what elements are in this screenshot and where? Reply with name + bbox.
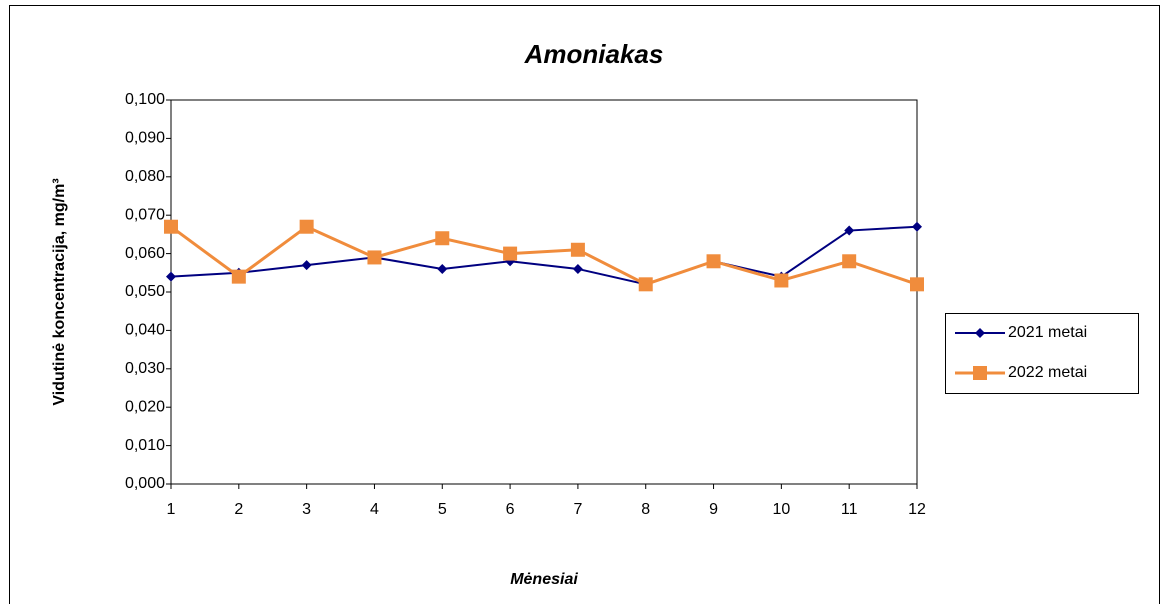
marker	[166, 271, 176, 282]
x-tick-label: 12	[908, 501, 926, 518]
x-tick-label: 11	[841, 501, 858, 518]
x-tick-label: 10	[772, 501, 790, 518]
x-tick-label: 5	[438, 501, 447, 518]
y-axis-label: Vidutinė koncentracija, mg/m³	[51, 178, 68, 405]
x-tick-label: 1	[167, 501, 176, 518]
legend-box	[945, 313, 1139, 394]
marker	[435, 231, 450, 246]
y-tick-label: 0,020	[125, 398, 165, 415]
marker	[973, 366, 987, 380]
x-tick-label: 6	[506, 501, 515, 518]
marker	[706, 254, 721, 269]
legend-label: 2022 metai	[1008, 364, 1087, 381]
y-tick-label: 0,100	[125, 91, 165, 108]
marker	[912, 221, 922, 232]
marker	[299, 219, 314, 234]
y-tick-label: 0,090	[125, 130, 165, 147]
marker	[774, 273, 789, 288]
x-tick-label: 9	[709, 501, 718, 518]
plot-frame	[170, 99, 918, 485]
y-tick-label: 0,080	[125, 168, 165, 185]
legend-label: 2021 metai	[1008, 324, 1087, 341]
y-tick-label: 0,010	[125, 437, 165, 454]
chart-title: Amoniakas	[524, 39, 664, 69]
marker	[842, 254, 857, 269]
marker	[367, 250, 382, 265]
y-tick-label: 0,060	[125, 245, 165, 262]
marker	[570, 242, 585, 257]
marker	[844, 225, 855, 236]
marker	[910, 277, 924, 292]
x-tick-label: 2	[234, 501, 243, 518]
series-line	[170, 225, 918, 286]
x-tick-label: 3	[302, 501, 311, 518]
marker	[975, 328, 985, 338]
x-tick-label: 8	[641, 501, 650, 518]
x-tick-label: 7	[573, 501, 582, 518]
y-tick-label: 0,070	[125, 206, 165, 223]
x-tick-label: 4	[370, 501, 379, 518]
marker	[638, 277, 653, 292]
x-axis-label: Mėnesiai	[510, 571, 578, 588]
marker	[572, 263, 583, 274]
marker	[231, 269, 246, 284]
y-tick-label: 0,050	[125, 283, 165, 300]
chart-border	[9, 5, 1160, 604]
marker	[503, 246, 518, 261]
marker	[437, 263, 448, 274]
series-line	[170, 224, 918, 286]
y-tick-label: 0,000	[125, 475, 165, 492]
y-tick-label: 0,040	[125, 322, 165, 339]
marker	[164, 219, 178, 234]
y-tick-label: 0,030	[125, 360, 165, 377]
marker	[301, 260, 312, 271]
